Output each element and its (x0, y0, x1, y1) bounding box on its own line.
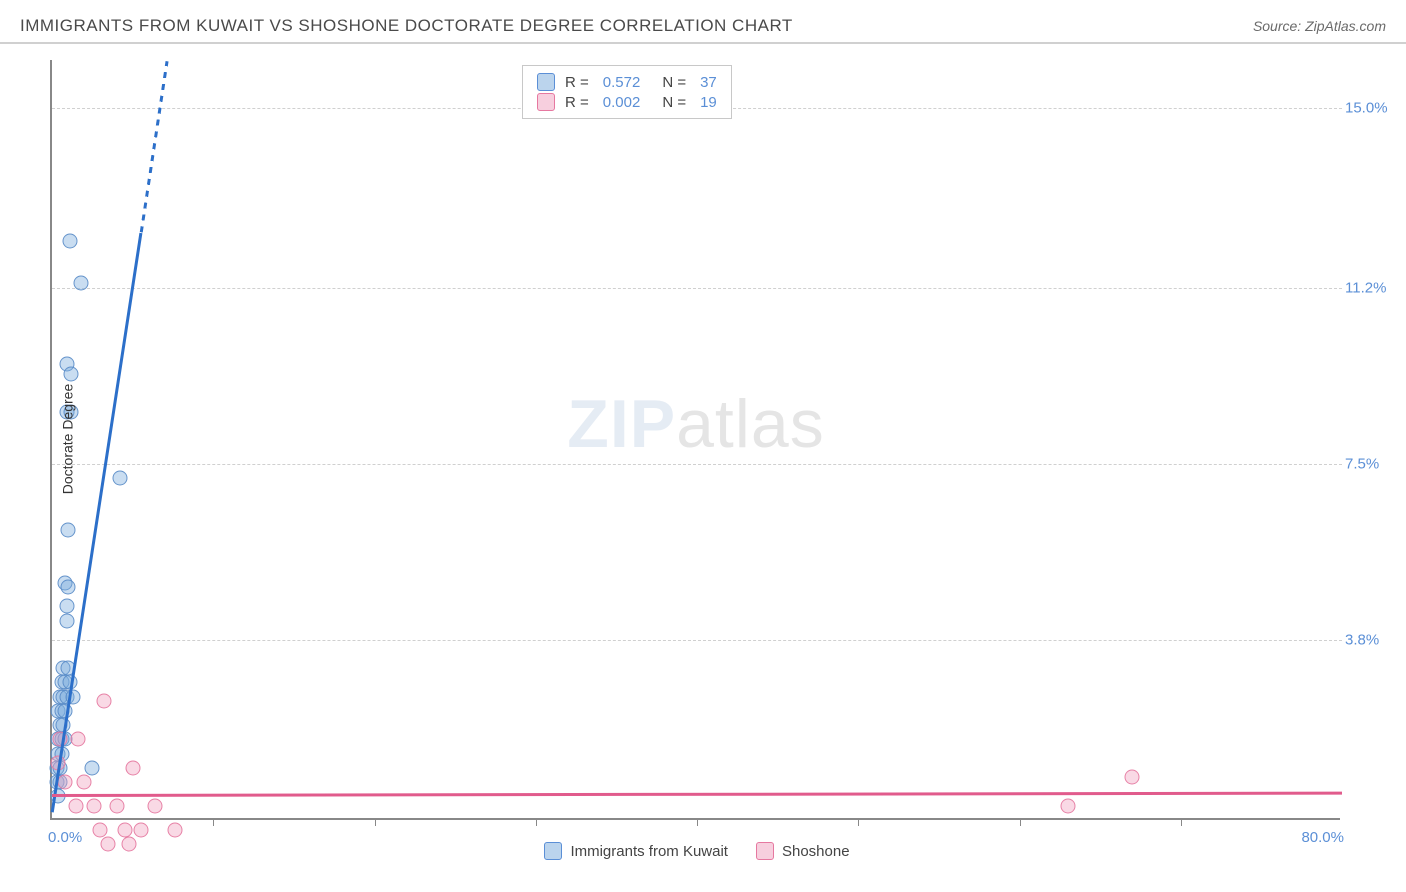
series-legend-item-1: Shoshone (756, 842, 850, 860)
scatter-point (62, 233, 77, 248)
gridline-h (52, 640, 1342, 641)
scatter-point (125, 760, 140, 775)
scatter-point (1125, 770, 1140, 785)
r-label-0: R = (565, 74, 589, 91)
scatter-point (59, 599, 74, 614)
chart-title: IMMIGRANTS FROM KUWAIT VS SHOSHONE DOCTO… (20, 16, 793, 36)
scatter-point (117, 822, 132, 837)
scatter-point (148, 798, 163, 813)
n-value-1: 19 (700, 94, 717, 111)
chart-area: ZIPatlas 3.8%7.5%11.2%15.0% Doctorate De… (50, 60, 1340, 820)
y-tick-label: 15.0% (1345, 99, 1400, 116)
regression-line (51, 232, 142, 812)
swatch-blue-icon (544, 842, 562, 860)
series-legend-label-0: Immigrants from Kuwait (570, 843, 728, 860)
regression-line (52, 792, 1342, 797)
y-axis-title: Doctorate Degree (59, 384, 75, 495)
r-value-0: 0.572 (603, 74, 641, 91)
scatter-point (77, 775, 92, 790)
swatch-blue-icon (537, 73, 555, 91)
x-tick (375, 818, 376, 826)
x-tick (1020, 818, 1021, 826)
y-tick-label: 7.5% (1345, 455, 1400, 472)
regression-line (139, 61, 167, 232)
r-label-1: R = (565, 94, 589, 111)
swatch-pink-icon (537, 93, 555, 111)
scatter-point (85, 760, 100, 775)
scatter-point (61, 580, 76, 595)
scatter-point (109, 798, 124, 813)
y-tick-label: 3.8% (1345, 631, 1400, 648)
x-tick (697, 818, 698, 826)
scatter-point (64, 366, 79, 381)
x-tick (1181, 818, 1182, 826)
stats-legend: R = 0.572 N = 37 R = 0.002 N = 19 (522, 65, 732, 119)
scatter-point (167, 822, 182, 837)
n-label-0: N = (662, 74, 686, 91)
gridline-h (52, 464, 1342, 465)
gridline-h (52, 288, 1342, 289)
watermark-zip: ZIP (567, 386, 676, 462)
scatter-point (57, 775, 72, 790)
r-value-1: 0.002 (603, 94, 641, 111)
header-bar: IMMIGRANTS FROM KUWAIT VS SHOSHONE DOCTO… (0, 0, 1406, 44)
series-legend-item-0: Immigrants from Kuwait (544, 842, 728, 860)
series-legend-label-1: Shoshone (782, 843, 850, 860)
scatter-point (93, 822, 108, 837)
scatter-point (96, 694, 111, 709)
watermark-atlas: atlas (676, 386, 825, 462)
scatter-point (86, 798, 101, 813)
scatter-point (133, 822, 148, 837)
scatter-point (59, 613, 74, 628)
scatter-point (61, 523, 76, 538)
x-tick (536, 818, 537, 826)
scatter-point (74, 276, 89, 291)
plot-box: ZIPatlas 3.8%7.5%11.2%15.0% Doctorate De… (50, 60, 1340, 820)
scatter-point (70, 732, 85, 747)
x-tick (213, 818, 214, 826)
watermark: ZIPatlas (567, 385, 824, 463)
scatter-point (69, 798, 84, 813)
swatch-pink-icon (756, 842, 774, 860)
y-tick-label: 11.2% (1345, 280, 1400, 297)
x-tick (858, 818, 859, 826)
stats-legend-row-1: R = 0.002 N = 19 (537, 92, 717, 112)
source-attribution: Source: ZipAtlas.com (1253, 18, 1386, 34)
scatter-point (112, 471, 127, 486)
n-value-0: 37 (700, 74, 717, 91)
n-label-1: N = (662, 94, 686, 111)
stats-legend-row-0: R = 0.572 N = 37 (537, 72, 717, 92)
scatter-point (1060, 798, 1075, 813)
series-legend: Immigrants from Kuwait Shoshone (52, 842, 1342, 860)
